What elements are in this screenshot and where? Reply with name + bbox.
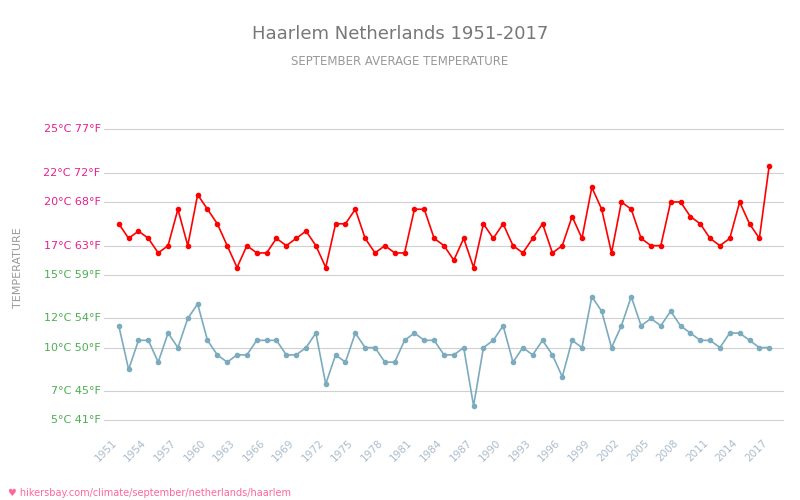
Text: 20°C 68°F: 20°C 68°F — [44, 197, 101, 207]
Text: 10°C 50°F: 10°C 50°F — [44, 342, 101, 352]
Text: Haarlem Netherlands 1951-2017: Haarlem Netherlands 1951-2017 — [252, 25, 548, 43]
Text: 15°C 59°F: 15°C 59°F — [44, 270, 101, 280]
Text: SEPTEMBER AVERAGE TEMPERATURE: SEPTEMBER AVERAGE TEMPERATURE — [291, 55, 509, 68]
Text: 25°C 77°F: 25°C 77°F — [43, 124, 101, 134]
Text: TEMPERATURE: TEMPERATURE — [13, 227, 22, 308]
Text: 12°C 54°F: 12°C 54°F — [44, 314, 101, 324]
Text: ♥ hikersbay.com/climate/september/netherlands/haarlem: ♥ hikersbay.com/climate/september/nether… — [8, 488, 291, 498]
Text: 22°C 72°F: 22°C 72°F — [43, 168, 101, 178]
Text: 5°C 41°F: 5°C 41°F — [51, 416, 101, 426]
Text: 7°C 45°F: 7°C 45°F — [50, 386, 101, 396]
Text: 17°C 63°F: 17°C 63°F — [44, 240, 101, 250]
